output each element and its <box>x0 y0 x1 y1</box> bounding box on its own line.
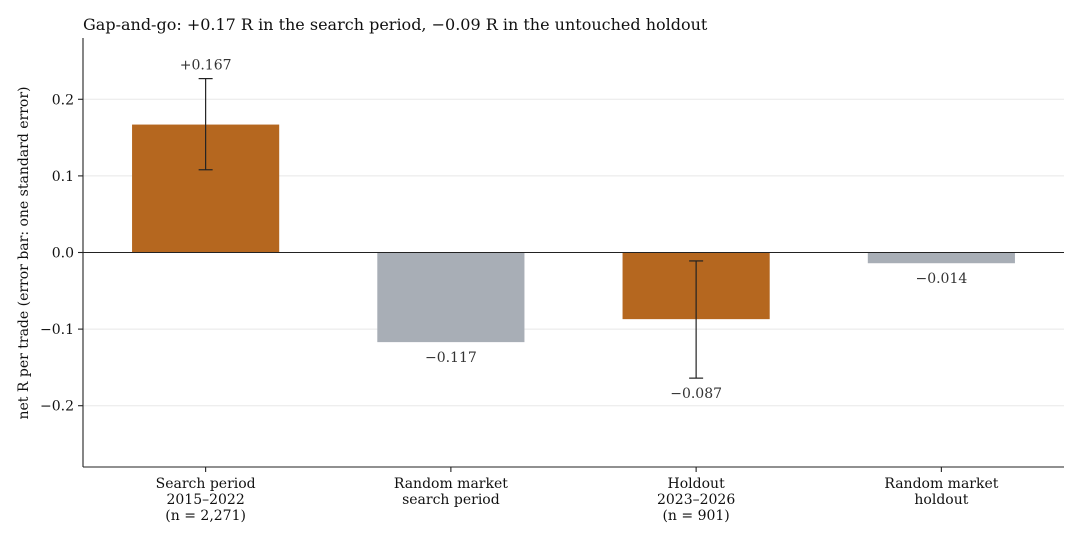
x-tick-label: Search period 2015–2022 (n = 2,271) <box>156 476 256 524</box>
x-tick-label: Random market search period <box>394 476 508 508</box>
y-axis-label: net R per trade (error bar: one standard… <box>16 86 32 419</box>
x-tick-label: Random market holdout <box>884 476 998 508</box>
labels: 0.2 0.1 0.0 −0.1 −0.2 +0.167 Search period 2015… <box>40 58 999 524</box>
data-label: −0.087 <box>670 386 722 402</box>
axes <box>78 38 1064 472</box>
y-tick-label: 0.1 <box>52 169 74 185</box>
y-tick-label: 0.2 <box>52 92 74 108</box>
x-tick-label: Holdout 2023–2026 (n = 901) <box>657 476 735 524</box>
data-label: +0.167 <box>180 58 232 74</box>
chart-title: Gap-and-go: +0.17 R in the search period… <box>83 15 708 34</box>
y-tick-label: 0.0 <box>52 246 74 262</box>
bar <box>867 252 1015 264</box>
bars <box>132 124 1015 343</box>
y-tick-label: −0.2 <box>40 399 74 415</box>
data-label: −0.014 <box>915 271 967 287</box>
bar <box>377 252 525 343</box>
data-label: −0.117 <box>425 350 477 366</box>
y-tick-label: −0.1 <box>40 322 74 338</box>
error-bars <box>198 78 704 379</box>
